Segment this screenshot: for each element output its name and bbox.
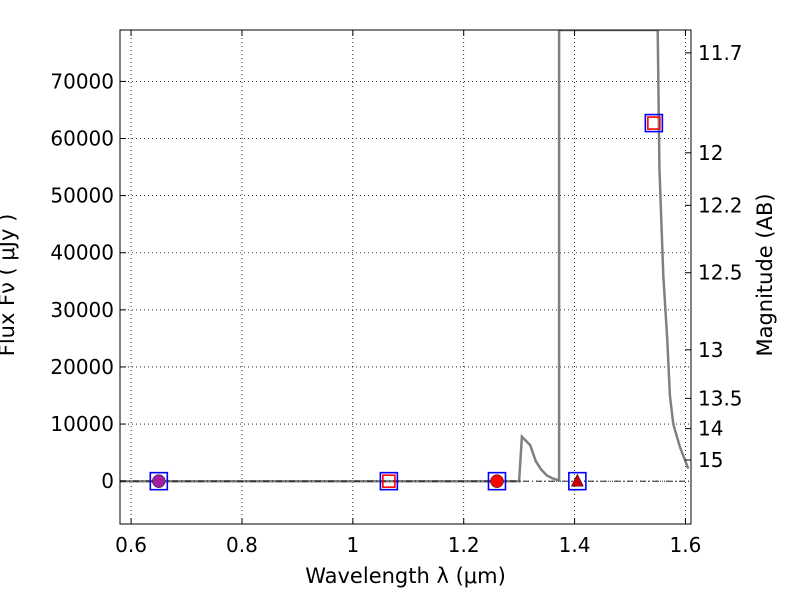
triangle-marker	[570, 473, 584, 487]
y-tick-label: 0	[101, 469, 114, 493]
square-marker	[568, 471, 587, 491]
square-marker	[487, 471, 507, 491]
y2-axis-label: Magnitude (AB)	[753, 193, 777, 356]
y2-tick-label: 12.2	[698, 193, 743, 217]
x-tick-label: 1.6	[670, 533, 702, 557]
model-curve	[120, 30, 690, 483]
circle-marker	[490, 474, 504, 488]
square-marker	[149, 471, 169, 491]
y-tick-label: 20000	[50, 355, 114, 379]
circle-marker	[152, 474, 166, 488]
y-axis-label: Flux Fν ( μJy )	[0, 214, 19, 357]
x-axis-label: Wavelength λ (μm)	[305, 564, 506, 588]
y-tick-label: 60000	[50, 127, 114, 151]
y2-tick-label: 11.7	[698, 41, 743, 65]
y2-tick-label: 13	[698, 338, 723, 362]
square-marker	[379, 471, 399, 491]
y2-tick-label: 14	[698, 417, 723, 441]
y-axis-ticks: 0 10000 20000 30000 40000 50000 60000 70000	[50, 69, 126, 493]
plot-frame	[119, 29, 692, 525]
x-tick-label: 0.6	[115, 533, 147, 557]
y2-tick-label: 12.5	[698, 261, 743, 285]
x-tick-label: 1	[346, 533, 359, 557]
y-tick-label: 50000	[50, 184, 114, 208]
y2-axis-ticks: 11.7 12 12.2 12.5 13 13.5 14 15	[685, 41, 743, 472]
y-tick-label: 40000	[50, 241, 114, 265]
model-curve-layer	[120, 30, 690, 483]
x-tick-label: 1.2	[448, 533, 480, 557]
square-marker	[644, 113, 664, 133]
y2-tick-label: 13.5	[698, 386, 743, 410]
y-tick-label: 70000	[50, 69, 114, 93]
y2-tick-label: 12	[698, 141, 723, 165]
y2-tick-label: 15	[698, 448, 723, 472]
x-tick-label: 0.8	[226, 533, 258, 557]
square-marker	[647, 116, 661, 130]
square-marker	[382, 474, 396, 488]
data-points-layer	[149, 113, 664, 491]
grid	[120, 30, 691, 524]
x-tick-label: 1.4	[559, 533, 591, 557]
x-axis-ticks: 0.6 0.8 1 1.2 1.4 1.6	[115, 30, 701, 557]
y-tick-label: 30000	[50, 298, 114, 322]
y-tick-label: 10000	[50, 412, 114, 436]
